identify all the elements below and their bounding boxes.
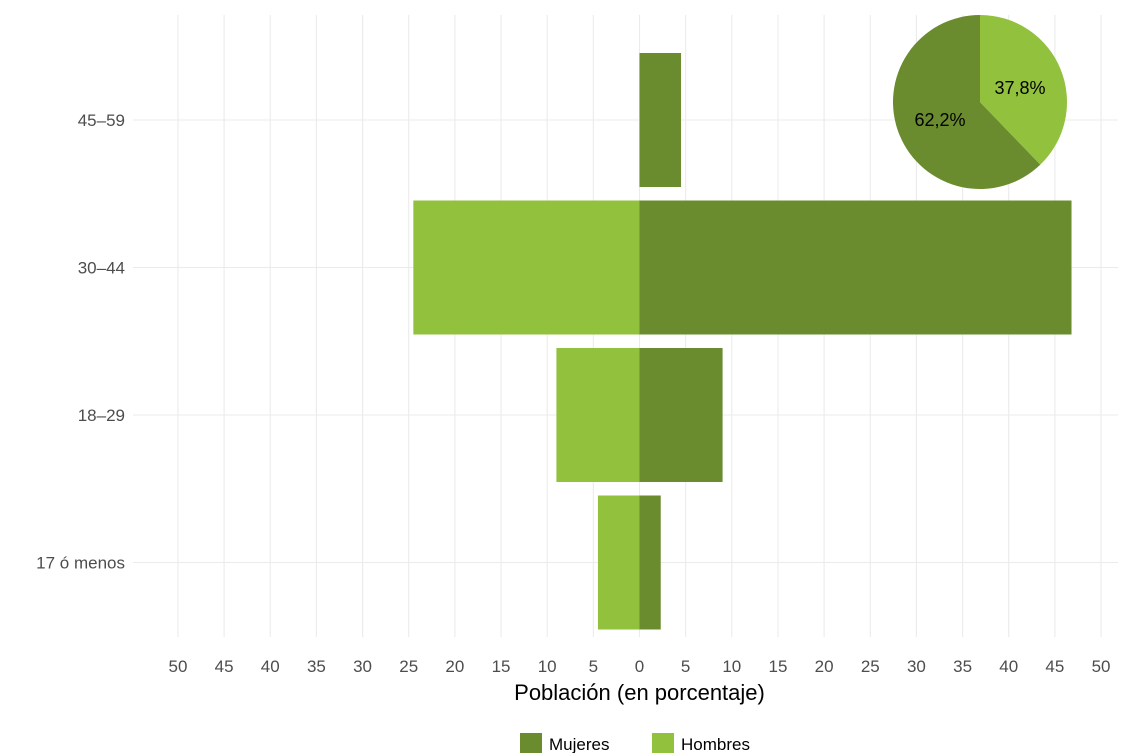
pie-label-mujeres: 62,2% <box>914 110 965 130</box>
bar-hombres <box>413 200 640 335</box>
x-tick-label: 10 <box>722 657 741 676</box>
pie-slice-hombres <box>980 15 1067 165</box>
legend-label-hombres: Hombres <box>681 735 750 753</box>
x-tick-label: 25 <box>861 657 880 676</box>
bar-mujeres <box>639 495 661 630</box>
x-tick-label: 35 <box>953 657 972 676</box>
pie-slice-mujeres <box>892 15 1041 189</box>
legend-label-mujeres: Mujeres <box>549 735 609 753</box>
legend: Mujeres Hombres <box>520 733 750 753</box>
bar-mujeres <box>639 348 723 482</box>
x-tick-label: 40 <box>261 657 280 676</box>
pie-label-hombres: 37,8% <box>994 78 1045 98</box>
x-tick-label: 10 <box>538 657 557 676</box>
bar-mujeres <box>639 53 682 187</box>
pie-chart: 62,2% 37,8% <box>892 15 1067 189</box>
x-tick-label: 15 <box>769 657 788 676</box>
x-tick-labels: 50 45 40 35 30 25 20 15 10 5 0 5 10 15 20 25 30 35 40 45 50 <box>168 657 1110 676</box>
legend-key-hombres <box>652 733 674 753</box>
x-tick-label: 35 <box>307 657 326 676</box>
x-tick-label: 30 <box>907 657 926 676</box>
x-axis-title: Población (en porcentaje) <box>514 680 765 705</box>
y-tick-label: 45–59 <box>78 111 125 130</box>
x-tick-label: 20 <box>445 657 464 676</box>
legend-key-mujeres <box>520 733 542 753</box>
x-tick-label: 20 <box>815 657 834 676</box>
x-tick-label: 15 <box>492 657 511 676</box>
y-tick-label: 18–29 <box>78 406 125 425</box>
y-tick-labels: 17 ó menos 18–29 30–44 45–59 <box>36 111 125 573</box>
x-tick-label: 25 <box>399 657 418 676</box>
bar-hombres <box>597 495 640 630</box>
x-tick-label: 45 <box>1045 657 1064 676</box>
x-tick-label: 0 <box>635 657 644 676</box>
bar-hombres <box>556 348 640 482</box>
bar-mujeres <box>639 200 1072 335</box>
x-tick-label: 30 <box>353 657 372 676</box>
x-tick-label: 45 <box>215 657 234 676</box>
x-tick-label: 50 <box>168 657 187 676</box>
x-tick-label: 5 <box>681 657 690 676</box>
bars <box>413 53 1072 630</box>
x-tick-label: 5 <box>589 657 598 676</box>
y-tick-label: 30–44 <box>78 259 125 278</box>
y-tick-label: 17 ó menos <box>36 554 125 573</box>
x-tick-label: 50 <box>1092 657 1111 676</box>
x-tick-label: 40 <box>999 657 1018 676</box>
